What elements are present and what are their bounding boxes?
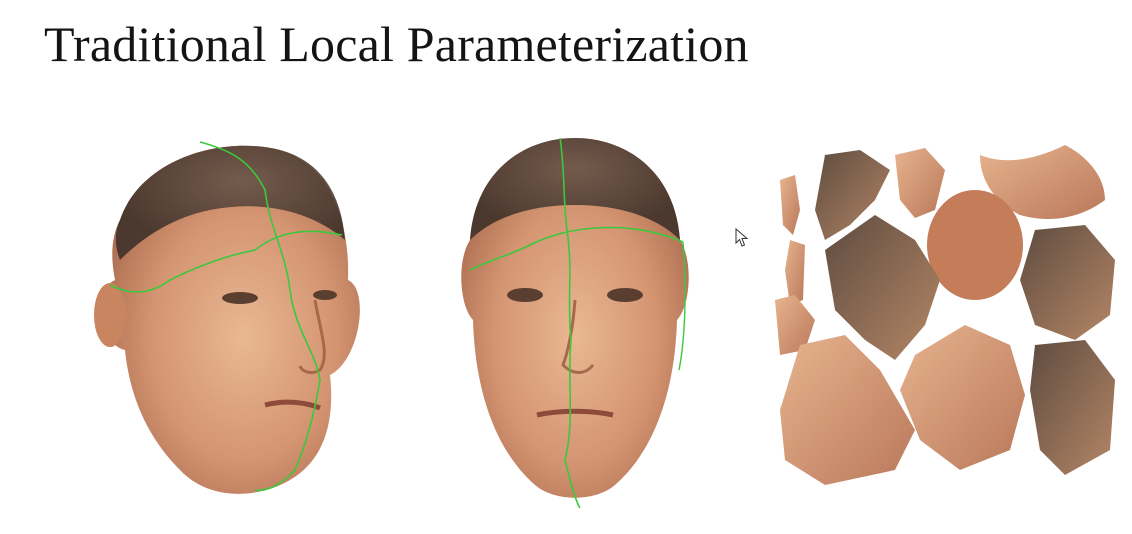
face-front-seam-jaw	[678, 241, 686, 371]
face-side-nose	[298, 299, 326, 375]
atlas-chart-2	[815, 150, 890, 240]
face-side-seam-horizontal	[109, 230, 343, 293]
atlas-chart-4	[980, 145, 1105, 220]
atlas-chart-9	[775, 295, 815, 355]
texture-atlas-figure	[775, 145, 1115, 485]
atlas-chart-6	[825, 215, 940, 360]
face-front-nose	[561, 299, 595, 374]
face-side-eye-left	[222, 292, 258, 304]
atlas-chart-11	[900, 325, 1025, 470]
face-side-hair	[115, 145, 345, 260]
face-side-mouth	[264, 399, 321, 411]
mouse-pointer-icon	[735, 228, 749, 247]
atlas-chart-7	[785, 240, 805, 305]
face-front-seam-horizontal	[469, 226, 684, 271]
face-front-hair	[470, 138, 680, 240]
face-side-view-figure	[94, 141, 360, 494]
face-front-eye-left	[507, 288, 543, 302]
atlas-chart-1	[780, 175, 800, 235]
face-side-ear	[94, 283, 126, 347]
atlas-chart-10	[780, 335, 915, 485]
face-side-eye-right	[313, 290, 337, 300]
atlas-chart-5	[927, 190, 1023, 300]
face-side-seam-vertical	[199, 141, 321, 492]
face-front-mouth	[536, 408, 614, 418]
slide-title: Traditional Local Parameterization	[44, 16, 749, 72]
face-front-seam-vertical	[559, 137, 581, 509]
atlas-chart-12	[1030, 340, 1115, 475]
atlas-chart-3	[895, 148, 945, 218]
face-front-view-figure	[461, 137, 689, 509]
atlas-chart-8	[1020, 225, 1115, 340]
face-front-eye-right	[607, 288, 643, 302]
